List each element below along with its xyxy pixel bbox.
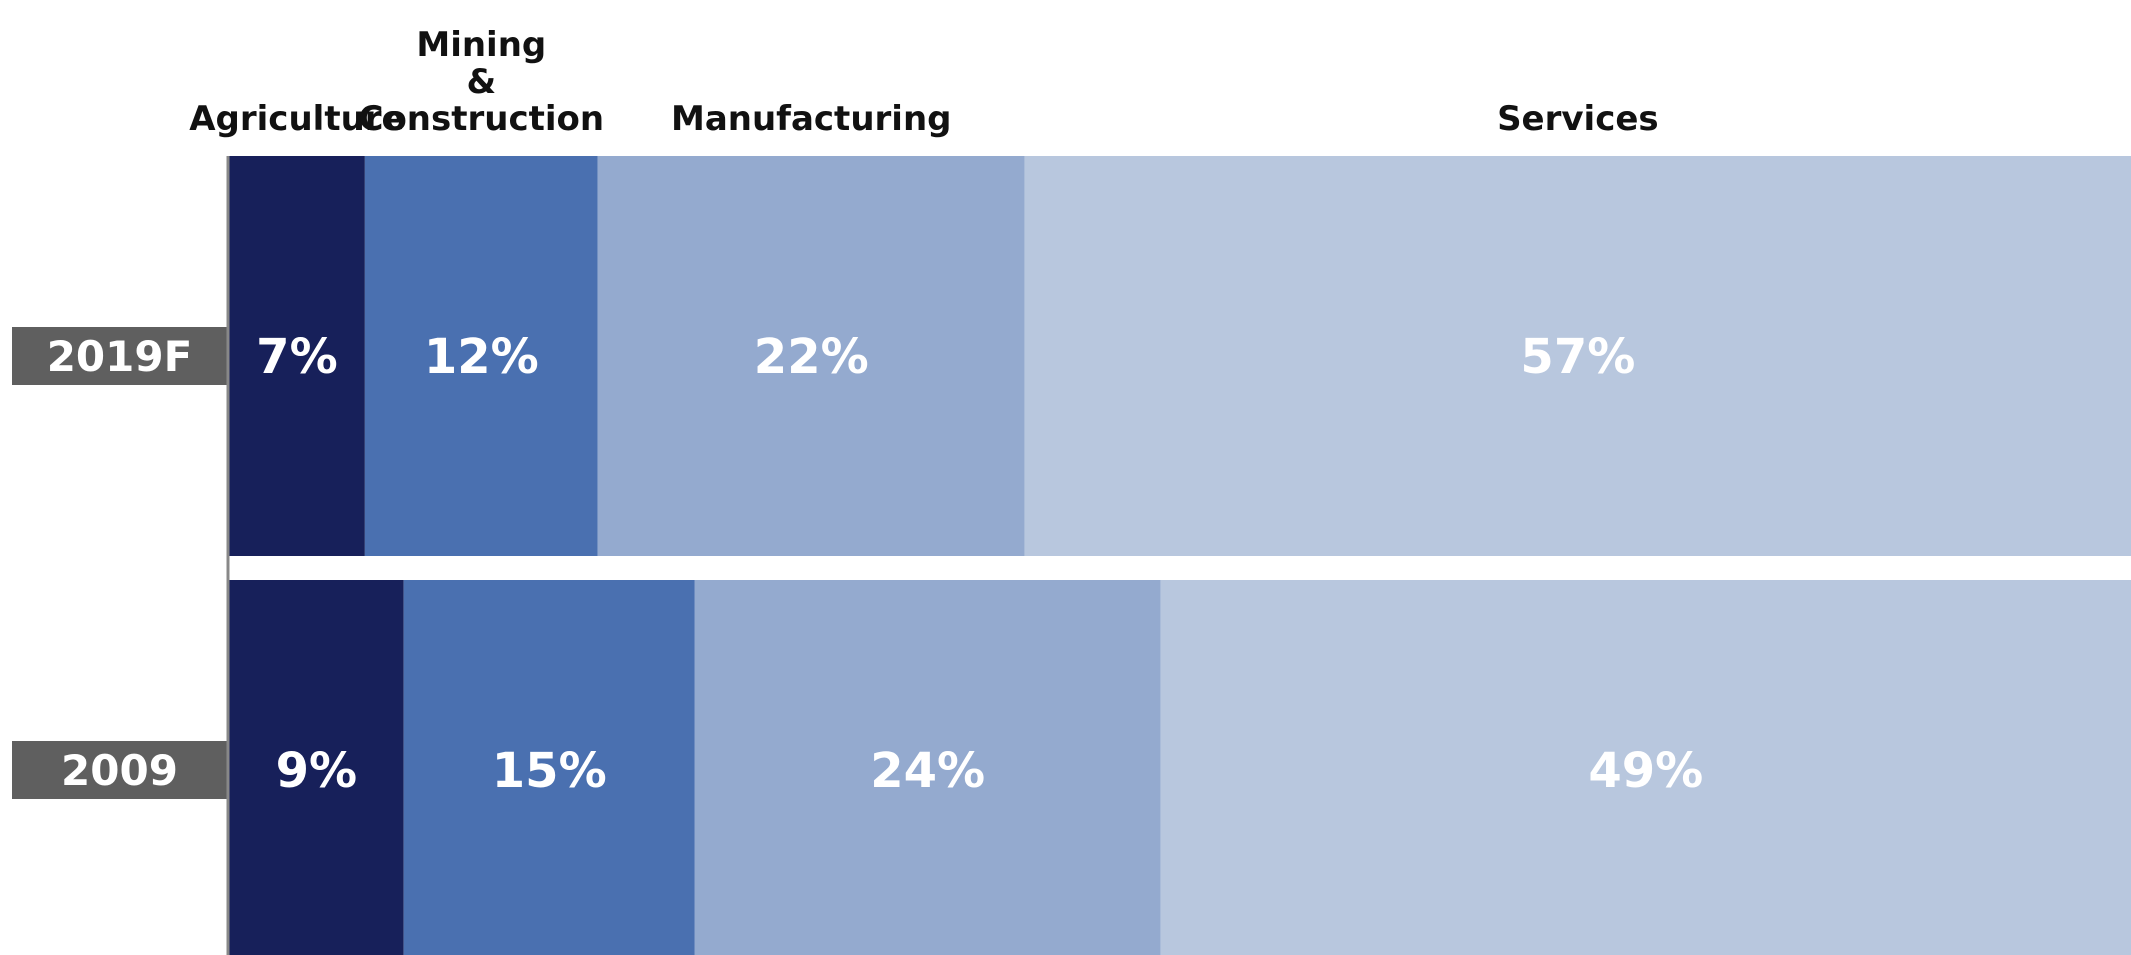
data-label: 22%	[754, 329, 869, 385]
bar-segment-1-1	[403, 580, 695, 955]
bar-segment-1-3	[1160, 580, 2131, 955]
row-labels: 2019F 2009	[12, 327, 227, 799]
legend-label: Services	[1497, 99, 1659, 139]
data-label: 24%	[870, 743, 985, 799]
bar-segment-0-2	[597, 156, 1025, 556]
data-label: 9%	[276, 743, 358, 799]
row-label-box	[12, 741, 227, 799]
data-label: 57%	[1520, 329, 1635, 385]
bars: 7% 12% 22% 57% 9% 15% 24% 49%	[229, 156, 2131, 955]
row-label-box	[12, 327, 227, 385]
legend-label: Agriculture	[189, 99, 404, 139]
data-label: 49%	[1588, 743, 1703, 799]
legend-label: Mining & Construction	[359, 25, 605, 139]
row-label: 2009	[61, 746, 178, 795]
bar-segment-0-1	[364, 156, 598, 556]
data-label: 15%	[492, 743, 607, 799]
legend-label: Manufacturing	[671, 99, 952, 139]
data-label: 12%	[424, 329, 539, 385]
bar-segment-1-2	[694, 580, 1161, 955]
row-label: 2019F	[47, 332, 193, 381]
bar-segment-0-3	[1024, 156, 2131, 556]
data-label: 7%	[256, 329, 338, 385]
bar-segment-1-0	[229, 580, 404, 955]
bar-segment-0-0	[229, 156, 365, 556]
